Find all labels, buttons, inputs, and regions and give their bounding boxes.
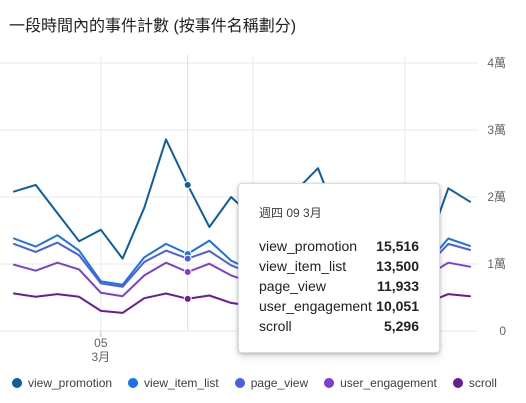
legend-dot (234, 378, 245, 388)
x-tick-label: 05 (94, 336, 108, 350)
legend-label: scroll (468, 376, 497, 390)
y-tick-label: 3萬 (487, 123, 506, 137)
chart-title: 一段時間內的事件計數 (按事件名稱劃分) (9, 18, 297, 35)
legend-label: view_item_list (144, 376, 219, 390)
tooltip-series-value: 11,933 (376, 278, 419, 294)
legend-dot (324, 378, 335, 388)
tooltip-series-value: 10,051 (376, 298, 419, 314)
chart-legend: view_promotion view_item_list page_view … (12, 375, 513, 391)
hover-point-user-engagement (183, 268, 192, 277)
tooltip-series-name: user_engagement (259, 298, 372, 314)
tooltip-series-value: 13,500 (376, 258, 419, 274)
tooltip-row-view-promotion: view_promotion 15,516 (259, 238, 419, 258)
legend-dot (128, 378, 139, 388)
tooltip-series-name: scroll (259, 318, 292, 334)
legend-item-view-item-list[interactable]: view_item_list (128, 376, 219, 390)
tooltip-series-name: view_item_list (259, 258, 347, 274)
y-tick-label: 0 (499, 324, 506, 338)
tooltip-row-view-item-list: view_item_list 13,500 (259, 258, 419, 278)
legend-dot (452, 378, 463, 388)
hover-tooltip: 週四 09 3月 view_promotion 15,516 view_item… (238, 183, 440, 353)
tooltip-series-name: page_view (259, 278, 326, 294)
x-tick-sublabel: 3月 (92, 350, 111, 364)
y-tick-label: 1萬 (487, 257, 506, 271)
legend-dot (12, 378, 22, 388)
tooltip-series-value: 15,516 (376, 238, 419, 254)
tooltip-series-name: view_promotion (259, 238, 358, 254)
legend-item-user-engagement[interactable]: user_engagement (324, 376, 437, 390)
hover-point-view-promotion (183, 180, 192, 189)
tooltip-row-scroll: scroll 5,296 (259, 318, 419, 338)
y-tick-label: 2萬 (487, 190, 506, 204)
legend-item-view-promotion[interactable]: view_promotion (12, 376, 112, 390)
hover-point-scroll (183, 294, 192, 303)
tooltip-row-user-engagement: user_engagement 10,051 (259, 298, 419, 318)
tooltip-date: 週四 09 3月 (259, 206, 322, 220)
legend-label: user_engagement (340, 376, 437, 390)
hover-point-page-view (183, 254, 192, 263)
tooltip-series-value: 5,296 (383, 318, 419, 334)
legend-label: page_view (250, 376, 309, 390)
legend-label: view_promotion (28, 376, 113, 390)
y-tick-label: 4萬 (487, 56, 506, 70)
tooltip-row-page-view: page_view 11,933 (259, 278, 419, 298)
legend-item-scroll[interactable]: scroll (452, 376, 497, 390)
legend-item-page-view[interactable]: page_view (234, 376, 309, 390)
